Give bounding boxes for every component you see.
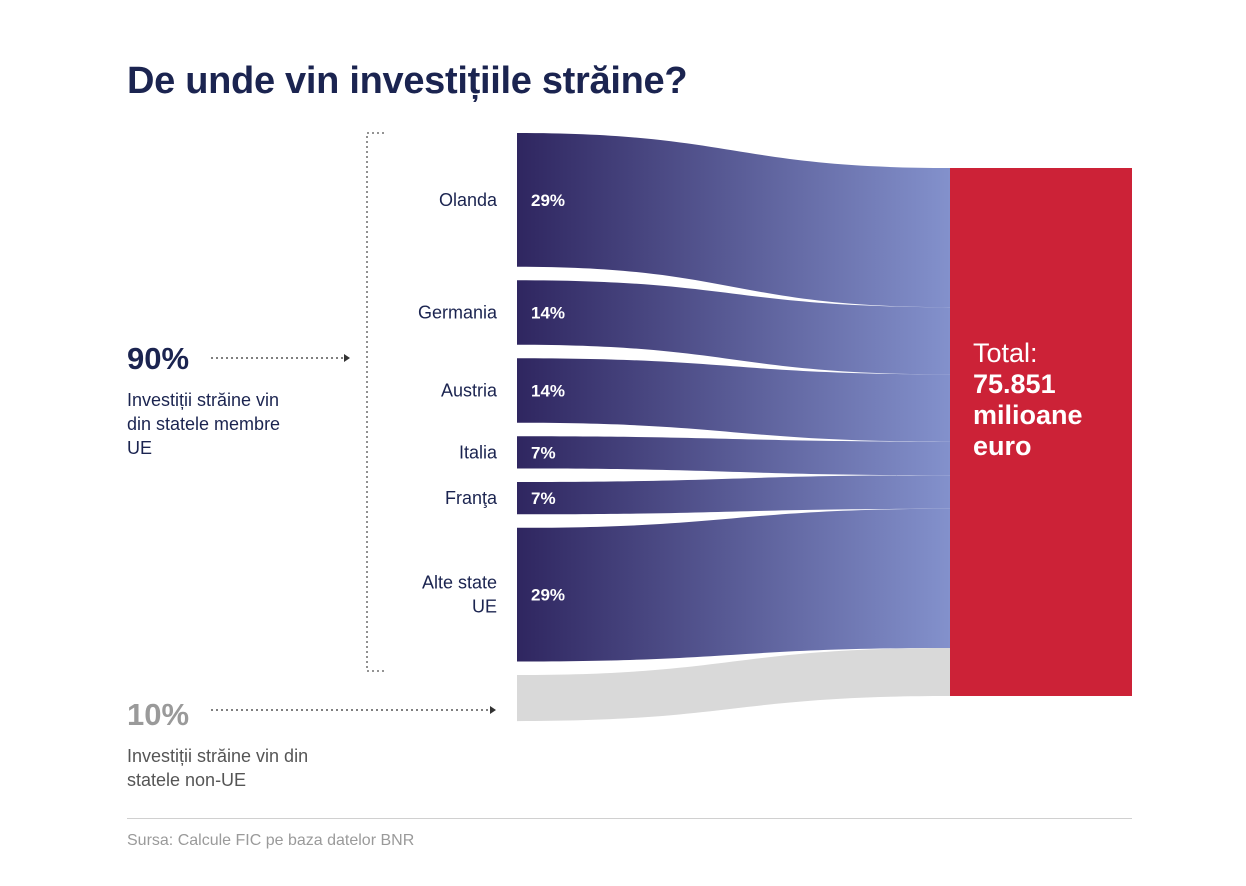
eu-description: Investiții străine vin din statele membr… — [127, 390, 281, 458]
flows-layer: 29% Olanda 14% Germania 14% Austria 7% Italia 7%… — [418, 133, 950, 722]
country-label: Austria — [441, 381, 498, 401]
flow-band-3 — [517, 436, 950, 476]
flow-band-6 — [517, 648, 950, 722]
source-note: Sursa: Calcule FIC pe baza datelor BNR — [127, 832, 415, 849]
country-label: Alte state — [422, 573, 497, 593]
page-title: De unde vin investițiile străine? — [127, 60, 688, 102]
country-label: UE — [472, 597, 497, 617]
flow-band-0 — [517, 133, 950, 308]
total-unit-line1: milioane — [973, 400, 1083, 430]
country-label: Olanda — [439, 190, 498, 210]
country-label: Italia — [459, 442, 498, 462]
country-label: Germania — [418, 302, 498, 322]
flow-value-label: 14% — [531, 382, 565, 401]
flow-band-4 — [517, 475, 950, 515]
flow-value-label: 29% — [531, 191, 565, 210]
total-bar — [950, 168, 1132, 696]
total-unit-line2: euro — [973, 431, 1032, 461]
flow-value-label: 7% — [531, 443, 556, 462]
total-value: 75.851 — [973, 369, 1056, 399]
flow-band-5 — [517, 508, 950, 662]
non-eu-description: Investiții străine vin din statele non-U… — [127, 746, 309, 790]
footer-divider — [127, 818, 1132, 819]
flow-value-label: 29% — [531, 586, 565, 605]
eu-percent: 90% — [127, 341, 190, 376]
flow-value-label: 7% — [531, 489, 556, 508]
eu-share-block: 90% Investiții străine vin din statele m… — [127, 343, 287, 460]
non-eu-percent: 10% — [127, 697, 190, 732]
country-label: Franţa — [445, 488, 498, 508]
flow-band-1 — [517, 280, 950, 375]
flow-value-label: 14% — [531, 303, 565, 322]
non-eu-share-block: 10% Investiții străine vin din statele n… — [127, 699, 327, 792]
total-label: Total: — [973, 338, 1038, 368]
flow-band-2 — [517, 358, 950, 442]
eu-bracket — [211, 132, 496, 714]
